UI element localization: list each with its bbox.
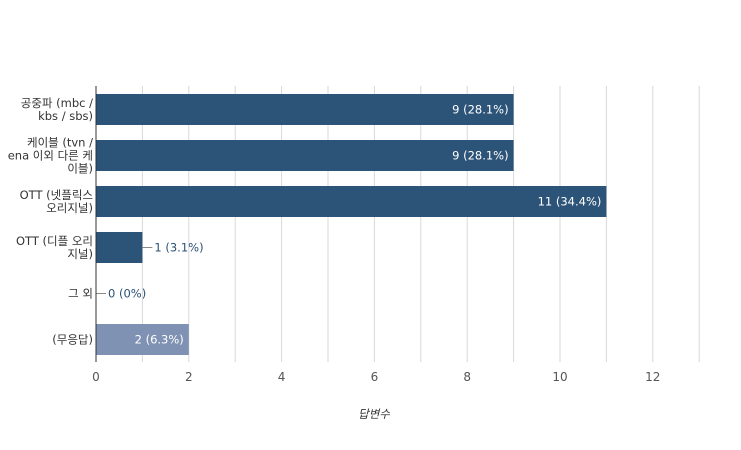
bar	[96, 186, 607, 217]
category-label: ena 이외 다른 케	[8, 149, 93, 163]
bar	[96, 140, 514, 171]
x-tick-label: 0	[92, 370, 100, 384]
data-label: 1 (3.1%)	[154, 241, 203, 255]
data-label: 11 (34.4%)	[538, 195, 602, 209]
x-tick-label: 8	[463, 370, 471, 384]
data-label: 2 (6.3%)	[135, 333, 184, 347]
data-label: 9 (28.1%)	[452, 149, 508, 163]
bar	[96, 324, 189, 355]
category-label: 공중파 (mbc /	[21, 96, 93, 110]
category-label: 이블)	[67, 162, 93, 176]
category-label: kbs / sbs)	[38, 109, 93, 123]
category-label: OTT (디플 오리	[16, 234, 93, 248]
category-label: (무응답)	[52, 333, 93, 347]
x-tick-label: 12	[645, 370, 660, 384]
x-tick-label: 10	[552, 370, 567, 384]
data-label: 9 (28.1%)	[452, 103, 508, 117]
bar	[96, 94, 514, 125]
category-label: 지널)	[67, 247, 93, 261]
bar	[96, 232, 143, 263]
category-label: 케이블 (tvn /	[27, 136, 93, 150]
x-tick-label: 4	[278, 370, 286, 384]
data-label: 0 (0%)	[108, 287, 146, 301]
x-tick-label: 2	[185, 370, 193, 384]
x-axis-title: 답변수	[358, 407, 390, 421]
category-label: OTT (넷플릭스	[20, 188, 93, 202]
category-label: 오리지널)	[46, 201, 93, 215]
category-label: 그 외	[68, 287, 93, 301]
x-tick-label: 6	[371, 370, 379, 384]
